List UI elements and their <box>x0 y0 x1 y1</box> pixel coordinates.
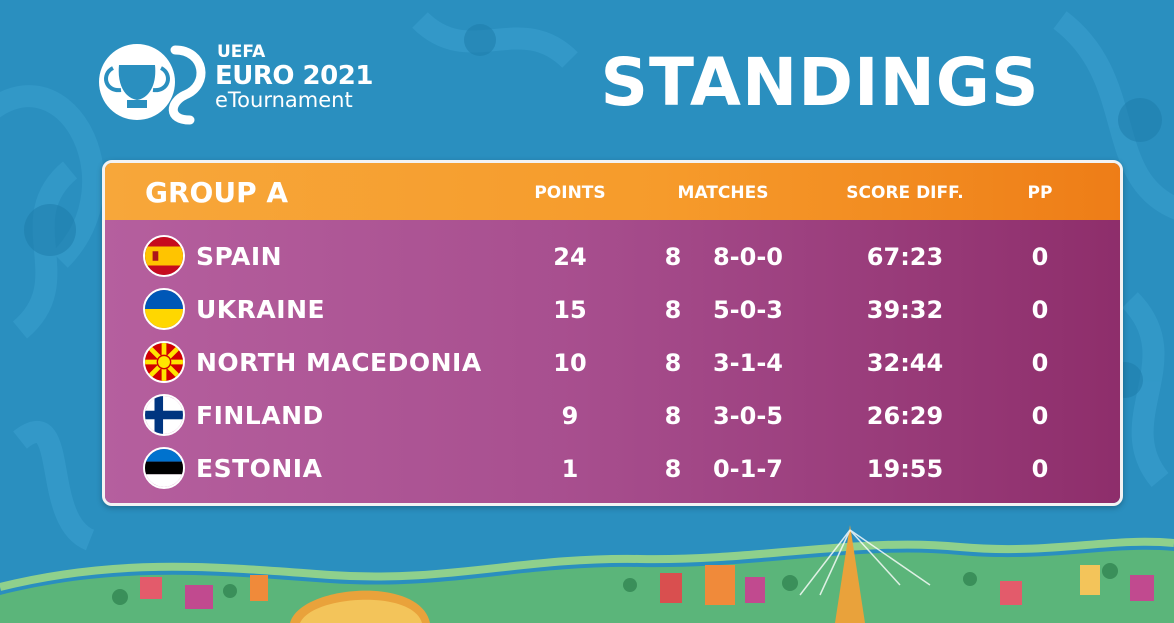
column-header-score-diff: SCORE DIFF. <box>846 183 964 203</box>
pp-value: 0 <box>1031 243 1049 271</box>
played-value: 8 <box>664 296 682 324</box>
table-row: ESTONIA 1 8 0-1-7 19:55 0 <box>105 442 1120 494</box>
column-header-points: POINTS <box>534 183 606 203</box>
points-value: 24 <box>553 243 587 271</box>
points-value: 10 <box>553 349 587 377</box>
north-macedonia-flag-icon <box>143 341 185 383</box>
column-header-matches: MATCHES <box>677 183 769 203</box>
team-name: SPAIN <box>196 242 283 271</box>
score-value: 26:29 <box>866 402 944 430</box>
team-name: UKRAINE <box>196 295 326 324</box>
pp-value: 0 <box>1031 455 1049 483</box>
record-value: 3-0-5 <box>712 402 784 430</box>
record-value: 0-1-7 <box>712 455 784 483</box>
table-row: NORTH MACEDONIA 10 8 3-1-4 32:44 0 <box>105 336 1120 388</box>
record-value: 8-0-0 <box>712 243 784 271</box>
score-value: 19:55 <box>866 455 944 483</box>
score-value: 32:44 <box>866 349 944 377</box>
played-value: 8 <box>664 455 682 483</box>
played-value: 8 <box>664 243 682 271</box>
table-body: SPAIN 24 8 8-0-0 67:23 0 UKRAINE 15 8 5-… <box>105 220 1120 503</box>
played-value: 8 <box>664 349 682 377</box>
logo-euro-2021: EURO 2021 <box>215 61 373 91</box>
table-row: SPAIN 24 8 8-0-0 67:23 0 <box>105 230 1120 282</box>
euro-2021-logo: UEFA EURO 2021 eTournament <box>95 40 385 125</box>
team-name: NORTH MACEDONIA <box>196 348 482 377</box>
logo-uefa: UEFA <box>217 42 266 62</box>
group-title: GROUP A <box>145 176 289 209</box>
pp-value: 0 <box>1031 296 1049 324</box>
score-value: 39:32 <box>866 296 944 324</box>
estonia-flag-icon <box>143 447 185 489</box>
record-value: 3-1-4 <box>712 349 784 377</box>
team-name: ESTONIA <box>196 454 323 483</box>
standings-table: GROUP A POINTS MATCHES SCORE DIFF. PP SP… <box>102 160 1123 506</box>
record-value: 5-0-3 <box>712 296 784 324</box>
points-value: 1 <box>561 455 579 483</box>
page-title: STANDINGS <box>600 44 1040 121</box>
logo-subtitle: eTournament <box>215 88 353 112</box>
city-scenery-illustration <box>0 525 1174 623</box>
points-value: 15 <box>553 296 587 324</box>
played-value: 8 <box>664 402 682 430</box>
column-header-pp: PP <box>1027 183 1053 203</box>
score-value: 67:23 <box>866 243 944 271</box>
spain-flag-icon <box>143 235 185 277</box>
pp-value: 0 <box>1031 349 1049 377</box>
trophy-icon <box>99 44 206 125</box>
points-value: 9 <box>561 402 579 430</box>
team-name: FINLAND <box>196 401 324 430</box>
pp-value: 0 <box>1031 402 1049 430</box>
finland-flag-icon <box>143 394 185 436</box>
table-header: GROUP A POINTS MATCHES SCORE DIFF. PP <box>105 163 1120 220</box>
table-row: UKRAINE 15 8 5-0-3 39:32 0 <box>105 283 1120 335</box>
table-row: FINLAND 9 8 3-0-5 26:29 0 <box>105 389 1120 441</box>
ukraine-flag-icon <box>143 288 185 330</box>
